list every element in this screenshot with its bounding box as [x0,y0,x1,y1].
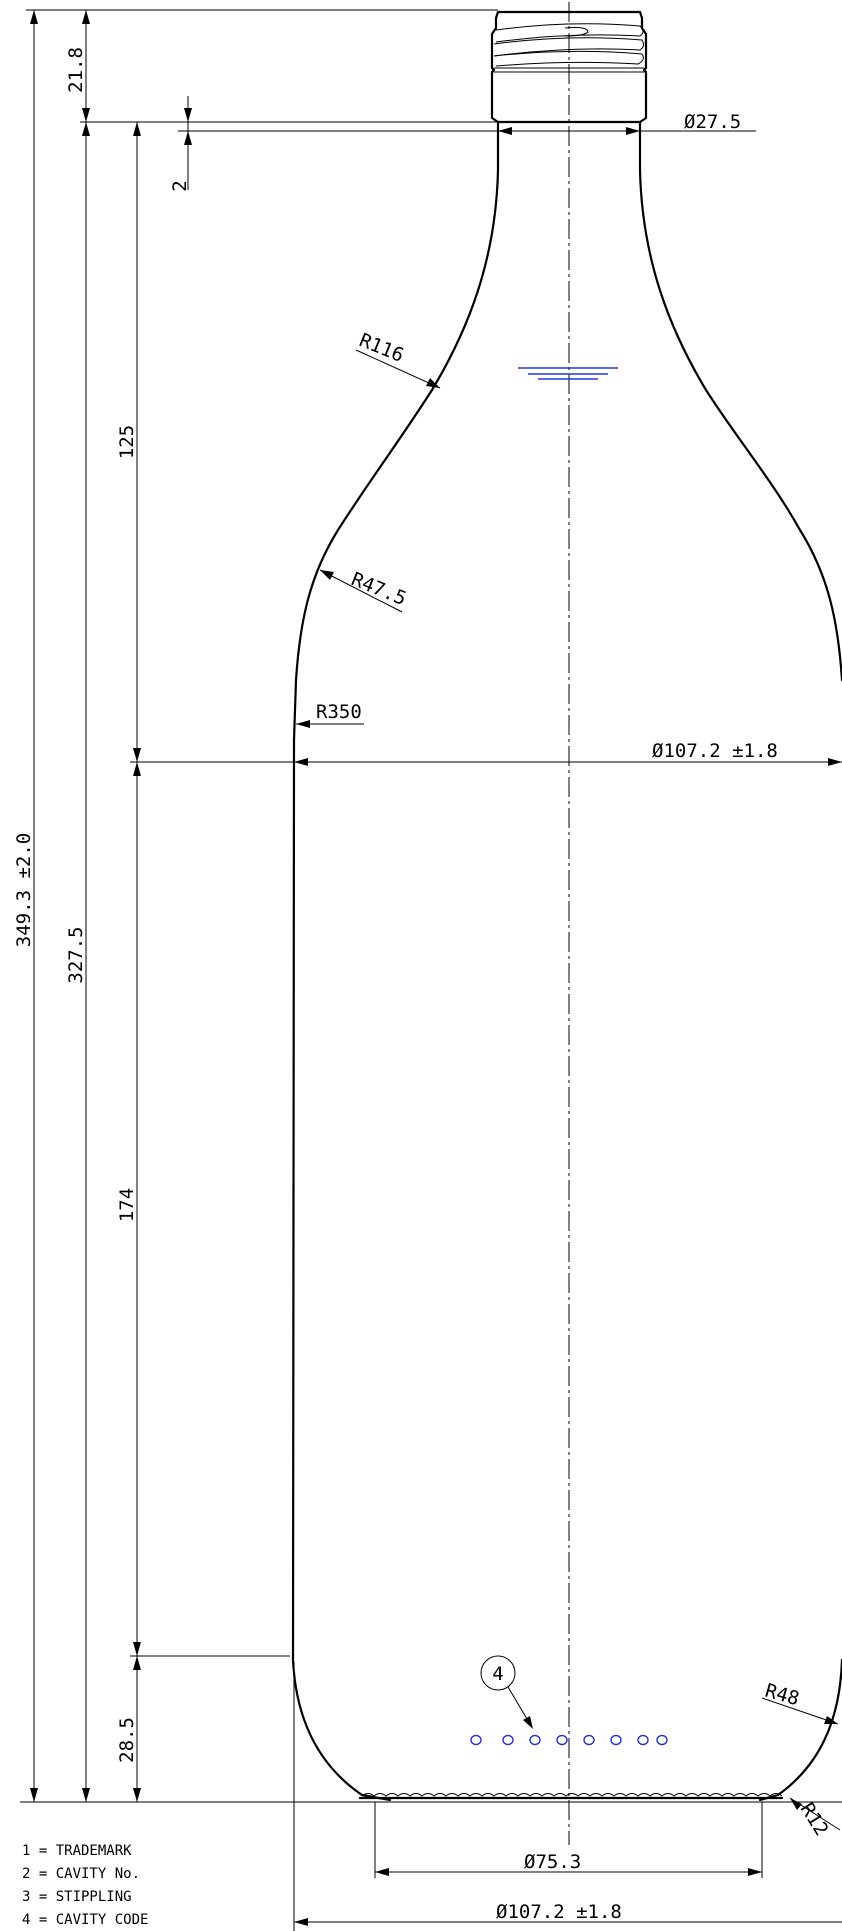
fill-level-mark [518,367,618,380]
dim-straight-height: 174 [116,1188,138,1222]
bottle-outline [291,10,842,1802]
dim-push-up-diameter: Ø75.3 [524,1851,581,1873]
dim-base-diameter: Ø107.2 ±1.8 [496,1901,622,1923]
dim-neck-diameter: Ø27.5 [684,111,741,133]
legend-item: 4 = CAVITY CODE [22,1912,148,1928]
radius-shoulder: R47.5 [348,568,409,610]
dim-neck-offset: 2 [169,180,191,191]
legend-item: 2 = CAVITY No. [22,1866,140,1882]
legend-item: 1 = TRADEMARK [22,1843,132,1859]
dim-heel-height: 28.5 [116,1717,138,1763]
vertical-dimensions [20,9,842,1803]
dim-overall-height: 349.3 ±2.0 [13,833,35,947]
radius-leaders [296,349,841,1831]
diameter-dimensions [293,127,842,1931]
bottle-right-wall [638,120,842,1802]
cavity-code-dots [470,1734,668,1746]
dim-body-diameter: Ø107.2 ±1.8 [652,740,778,762]
radius-body: R350 [316,701,362,723]
balloon-label: 4 [492,1663,503,1685]
legend: 1 = TRADEMARK 2 = CAVITY No. 3 = STIPPLI… [22,1843,148,1928]
legend-item: 3 = STIPPLING [22,1889,132,1905]
bottle-left-wall [291,120,500,1802]
cavity-code-balloon [480,1655,533,1729]
dim-finish-height: 21.8 [65,47,87,93]
dim-body-height: 327.5 [65,926,87,983]
radius-heel: R48 [763,1680,802,1711]
dim-shoulder-height: 125 [116,425,138,459]
